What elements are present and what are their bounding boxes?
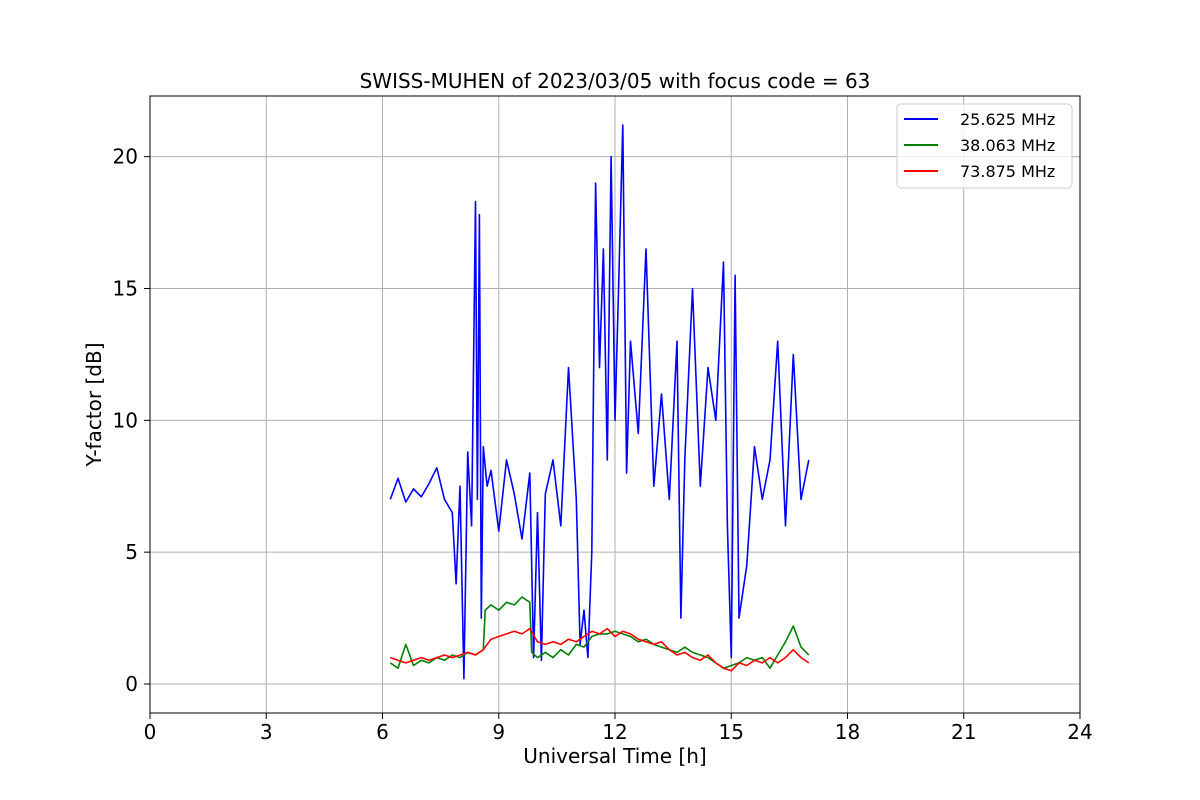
- y-axis-label: Y-factor [dB]: [82, 342, 106, 467]
- legend: 25.625 MHz 38.063 MHz 73.875 MHz: [896, 103, 1073, 189]
- x-tick-label: 3: [260, 720, 273, 744]
- series-line-1: [389, 124, 810, 680]
- x-tick-label: 6: [376, 720, 389, 744]
- x-tick-label: 9: [492, 720, 505, 744]
- y-tick-label: 5: [125, 540, 138, 564]
- x-tick-label: 15: [719, 720, 744, 744]
- y-tick-label: 0: [125, 672, 138, 696]
- x-tick-label: 0: [144, 720, 157, 744]
- x-tick-label: 21: [951, 720, 976, 744]
- legend-label-1: 25.625 MHz: [960, 110, 1055, 129]
- chart-title: SWISS-MUHEN of 2023/03/05 with focus cod…: [360, 69, 871, 93]
- x-axis-label: Universal Time [h]: [523, 744, 706, 768]
- y-tick-label: 20: [113, 145, 138, 169]
- y-tick-label: 15: [113, 276, 138, 300]
- legend-label-2: 38.063 MHz: [960, 136, 1055, 155]
- y-tick-label: 10: [113, 408, 138, 432]
- axis-ticks: 0 3 6 9 12 15 18 21 24 0 5 10 15 20: [113, 145, 1093, 744]
- legend-label-3: 73.875 MHz: [960, 162, 1055, 181]
- x-tick-label: 18: [835, 720, 860, 744]
- x-tick-label: 12: [602, 720, 627, 744]
- plot-series: [389, 124, 810, 680]
- legend-box: [896, 103, 1073, 189]
- x-tick-label: 24: [1067, 720, 1092, 744]
- series-line-2: [389, 596, 810, 670]
- series-line-3: [390, 627, 810, 672]
